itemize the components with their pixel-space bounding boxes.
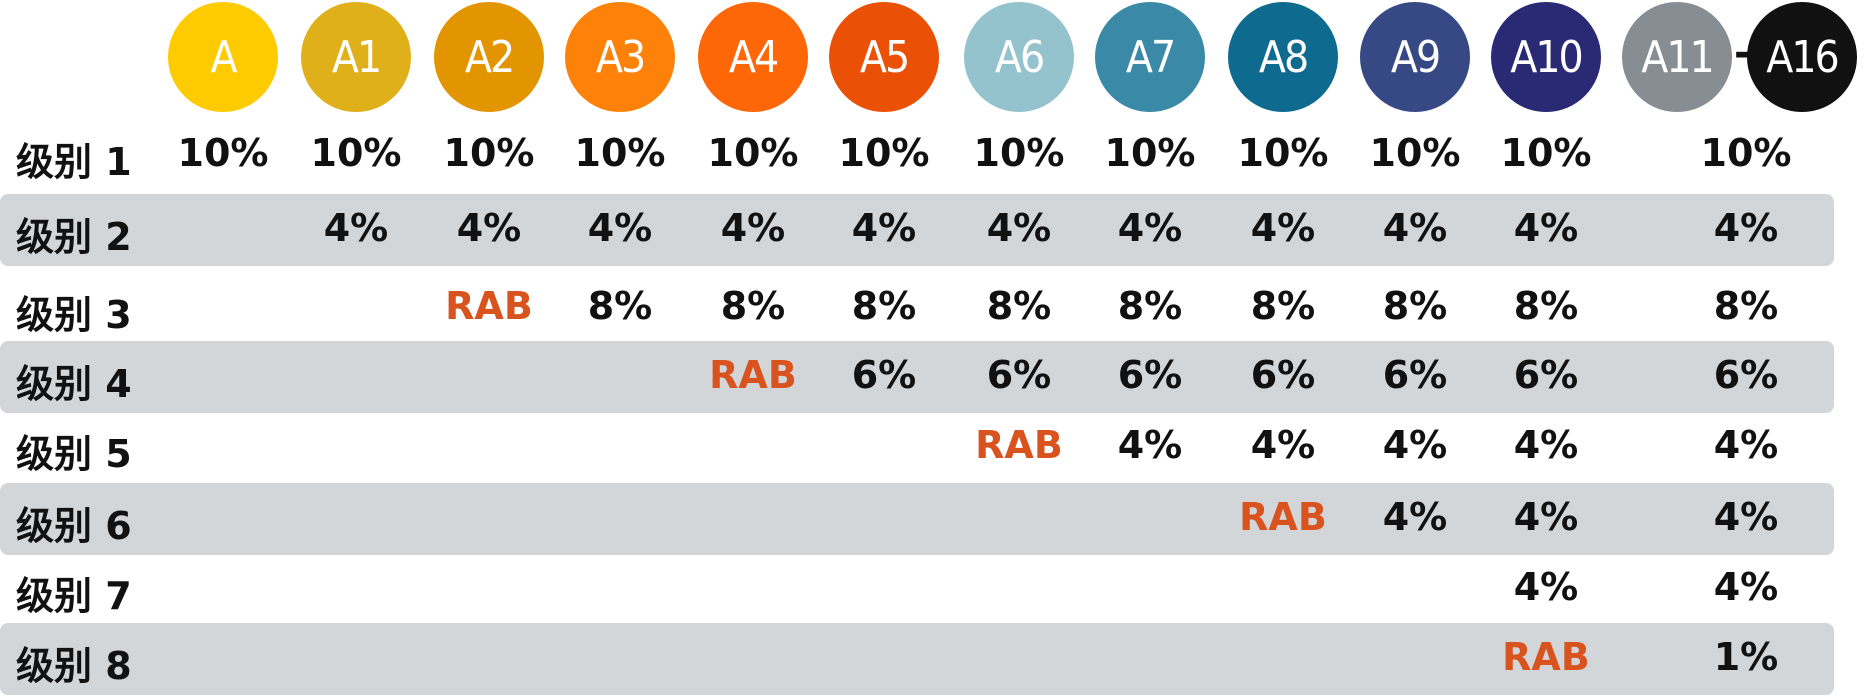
rate-cell: 4% (1713, 495, 1779, 539)
rate-cell: 4% (1713, 565, 1779, 609)
row-label: 级别 5 (16, 432, 132, 476)
category-badge-a6: A6 (964, 2, 1074, 112)
rate-cell: 4% (1250, 423, 1316, 467)
rate-cell: 6% (1117, 353, 1183, 397)
row-band (0, 194, 1834, 266)
rate-cell: RAB (975, 423, 1063, 467)
rate-cell: RAB (1239, 495, 1327, 539)
category-badge-a8: A8 (1228, 2, 1338, 112)
rate-cell: 8% (720, 284, 786, 328)
category-badge-a2: A2 (434, 2, 544, 112)
rate-cell: 6% (986, 353, 1052, 397)
row-label: 级别 7 (16, 574, 132, 618)
row-label: 级别 6 (16, 504, 132, 548)
range-separator: - (1734, 30, 1751, 76)
rate-cell: 4% (851, 206, 917, 250)
row-label: 级别 2 (16, 215, 132, 259)
rate-cell: 8% (851, 284, 917, 328)
rate-cell: 10% (1104, 131, 1196, 175)
rate-cell: 8% (1117, 284, 1183, 328)
rate-cell: 1% (1713, 635, 1779, 679)
rate-cell: 8% (1250, 284, 1316, 328)
rate-cell: 10% (310, 131, 402, 175)
rate-cell: 4% (1382, 423, 1448, 467)
category-badge-a7: A7 (1095, 2, 1205, 112)
rate-cell: 4% (1117, 206, 1183, 250)
rate-cell: 4% (1513, 495, 1579, 539)
row-band (0, 483, 1834, 555)
category-badge-a11: A11 (1622, 2, 1732, 112)
rate-cell: 4% (1713, 206, 1779, 250)
rate-cell: 8% (1713, 284, 1779, 328)
rate-cell: RAB (709, 353, 797, 397)
rate-cell: 4% (1713, 423, 1779, 467)
row-label: 级别 4 (16, 362, 132, 406)
row-band (0, 623, 1834, 695)
rate-cell: 10% (574, 131, 666, 175)
rate-cell: 4% (1382, 495, 1448, 539)
category-badge-a: A (168, 2, 278, 112)
row-label: 级别 1 (16, 140, 132, 184)
rate-cell: 4% (1513, 565, 1579, 609)
rate-cell: 10% (707, 131, 799, 175)
rate-cell: 4% (720, 206, 786, 250)
rate-cell: 6% (1513, 353, 1579, 397)
rate-cell: 4% (587, 206, 653, 250)
rate-cell: 8% (587, 284, 653, 328)
rate-cell: 8% (986, 284, 1052, 328)
rate-cell: 4% (1513, 423, 1579, 467)
rate-cell: 10% (177, 131, 269, 175)
rate-cell: 4% (1117, 423, 1183, 467)
rate-cell: 10% (1237, 131, 1329, 175)
category-badge-a5: A5 (829, 2, 939, 112)
rate-cell: 10% (973, 131, 1065, 175)
category-badge-a1: A1 (301, 2, 411, 112)
rate-cell: 10% (443, 131, 535, 175)
category-badge-a9: A9 (1360, 2, 1470, 112)
rate-cell: RAB (445, 284, 533, 328)
rate-cell: 4% (1513, 206, 1579, 250)
category-badge-a10: A10 (1491, 2, 1601, 112)
row-band (0, 341, 1834, 413)
rate-cell: RAB (1502, 635, 1590, 679)
rate-cell: 4% (986, 206, 1052, 250)
row-label: 级别 8 (16, 644, 132, 688)
rate-cell: 4% (456, 206, 522, 250)
rate-cell: 8% (1382, 284, 1448, 328)
category-badge-a16: A16 (1747, 2, 1857, 112)
rate-cell: 6% (1713, 353, 1779, 397)
rate-cell: 4% (323, 206, 389, 250)
category-badge-a3: A3 (565, 2, 675, 112)
rate-cell: 4% (1382, 206, 1448, 250)
rate-cell: 6% (1250, 353, 1316, 397)
rate-cell: 8% (1513, 284, 1579, 328)
rate-cell: 10% (1500, 131, 1592, 175)
row-label: 级别 3 (16, 293, 132, 337)
rate-cell: 10% (838, 131, 930, 175)
rate-cell: 10% (1369, 131, 1461, 175)
rate-cell: 4% (1250, 206, 1316, 250)
rate-cell: 10% (1700, 131, 1792, 175)
category-badge-a4: A4 (698, 2, 808, 112)
rate-cell: 6% (851, 353, 917, 397)
rate-cell: 6% (1382, 353, 1448, 397)
